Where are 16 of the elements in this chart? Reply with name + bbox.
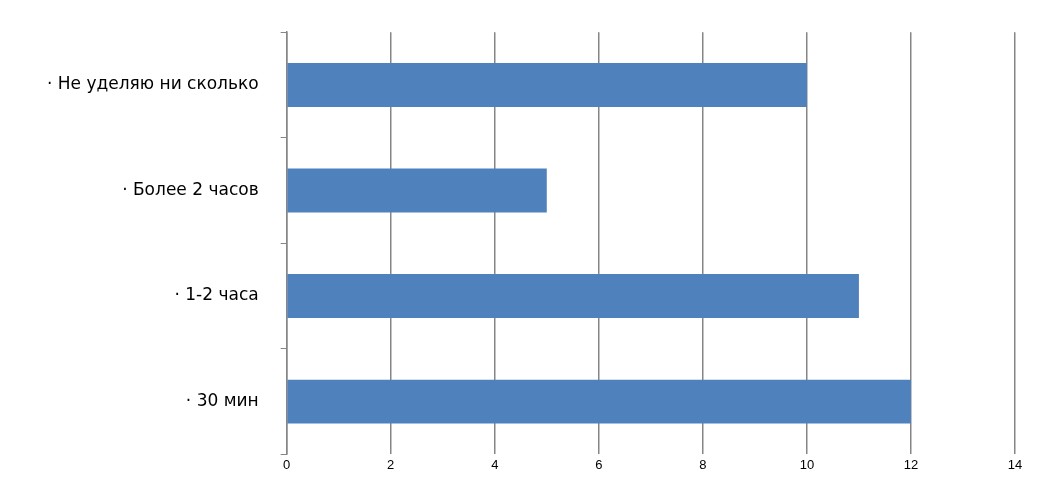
x-tick-label: 0 [283,456,291,472]
x-tick-label: 8 [699,456,707,472]
bar [287,63,807,107]
bar [287,379,911,424]
bar [287,168,547,213]
x-tick-label: 4 [491,456,499,472]
x-tick-label: 10 [799,456,815,472]
x-tick-label: 12 [903,456,919,472]
x-tick-label: 14 [1007,456,1023,472]
x-tick-label: 2 [387,456,395,472]
y-tick-label: · Не уделяю ни сколько [47,73,259,94]
x-tick-label: 6 [595,456,603,472]
y-tick-label: · 1-2 часа [174,284,259,305]
y-tick-label: · Более 2 часов [122,178,259,199]
y-tick-label: · 30 мин [185,390,259,411]
bar [287,274,859,319]
